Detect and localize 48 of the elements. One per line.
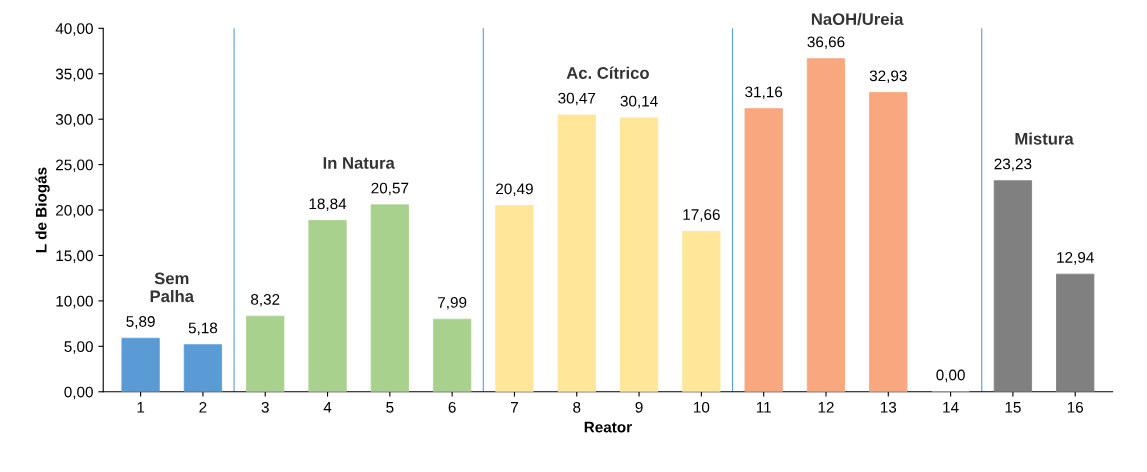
y-tick-label: 0,00 (64, 386, 93, 400)
x-tick-label: 12 (818, 401, 834, 413)
data-label: 30,47 (558, 92, 596, 106)
x-tick-label: 15 (1005, 402, 1021, 413)
y-tick-label: 35,00 (55, 68, 93, 82)
data-label: 32,93 (869, 70, 907, 84)
y-tick-label: 20,00 (56, 204, 93, 218)
x-tick-label: 5 (386, 402, 394, 413)
x-tick-label: 16 (1067, 401, 1084, 413)
annotation: In Natura (323, 157, 395, 169)
x-axis-title: Reator (584, 421, 632, 433)
data-label: 7,99 (438, 296, 467, 310)
data-label: 36,66 (807, 36, 845, 50)
x-tick-label: 2 (199, 401, 207, 413)
x-tick-label: 10 (694, 401, 710, 413)
data-label: 20,49 (496, 183, 533, 197)
annotation: Ac. Cítrico (566, 66, 649, 79)
annotation: Mistura (1015, 132, 1074, 145)
x-tick-label: 11 (756, 402, 771, 413)
y-tick-label: 5,00 (64, 341, 93, 354)
data-label: 23,23 (994, 158, 1032, 172)
y-axis-title: L de Biogás (35, 167, 50, 253)
data-label: 31,16 (745, 86, 783, 100)
x-tick-label: 9 (635, 401, 643, 413)
x-tick-label: 3 (261, 401, 269, 413)
data-label: 17,66 (683, 209, 720, 222)
data-label: 5,18 (188, 322, 218, 336)
data-label: 30,14 (620, 95, 658, 109)
y-tick-label: 15,00 (56, 250, 93, 263)
y-tick-label: 30,00 (55, 114, 93, 127)
data-label: 0,00 (936, 369, 965, 383)
data-label: 12,94 (1057, 252, 1094, 265)
x-tick-label: 14 (943, 402, 959, 413)
data-label: 20,57 (371, 182, 409, 196)
y-tick-label: 10,00 (56, 295, 93, 309)
y-tick-label: 40,00 (55, 23, 93, 36)
x-tick-label: 8 (573, 401, 581, 413)
text: NaOH/Ureia (811, 12, 904, 26)
x-tick-label: 13 (880, 401, 897, 413)
data-label: 8,32 (251, 293, 280, 307)
x-tick-label: 6 (448, 401, 456, 413)
x-tick-label: 4 (323, 402, 332, 413)
x-tick-label: 1 (137, 402, 145, 413)
x-tick-label: 7 (510, 402, 518, 413)
y-tick-label: 25,00 (56, 159, 93, 173)
data-label: 5,89 (126, 316, 155, 329)
data-label: 18,84 (309, 198, 347, 212)
annotation: Sem Palha (150, 272, 195, 303)
